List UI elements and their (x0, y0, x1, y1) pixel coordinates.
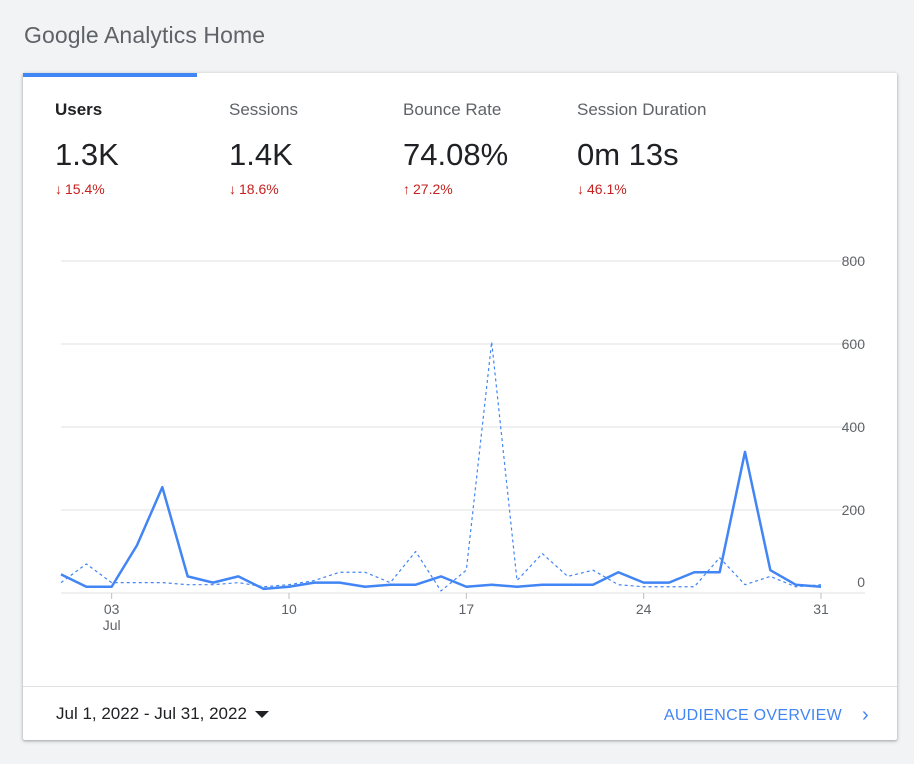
metric-session-duration-tab[interactable]: Session Duration 0m 13s ↓ 46.1% (545, 73, 765, 213)
metric-label: Bounce Rate (403, 100, 502, 119)
arrow-up-icon: ↑ (403, 181, 410, 197)
metric-change-value: 18.6% (239, 181, 279, 197)
y-tick-label: 200 (842, 502, 866, 518)
y-tick-label: 400 (842, 419, 866, 435)
x-tick-label: 24 (636, 601, 652, 617)
metric-change: ↓ 46.1% (577, 181, 627, 197)
date-range-dropdown[interactable]: Jul 1, 2022 - Jul 31, 2022 (56, 704, 269, 724)
metric-label: Session Duration (577, 100, 707, 119)
audience-overview-link[interactable]: AUDIENCE OVERVIEW › (664, 704, 869, 727)
y-tick-label: 800 (842, 253, 866, 269)
metric-users-tab[interactable]: Users 1.3K ↓ 15.4% (23, 73, 197, 213)
x-tick-sublabel: Jul (103, 617, 121, 633)
metric-label: Users (55, 100, 103, 119)
metric-change-value: 46.1% (587, 181, 627, 197)
page-title: Google Analytics Home (24, 22, 266, 48)
metric-value: 1.3K (55, 137, 119, 172)
metric-change-value: 27.2% (413, 181, 453, 197)
metric-change: ↓ 18.6% (229, 181, 279, 197)
analytics-card: Users 1.3K ↓ 15.4% Sessions 1.4K ↓ 18.6% B… (23, 73, 897, 740)
metric-sessions-tab[interactable]: Sessions 1.4K ↓ 18.6% (197, 73, 371, 213)
x-tick-label: 10 (281, 601, 297, 617)
card-footer: Jul 1, 2022 - Jul 31, 2022 AUDIENCE OVER… (23, 686, 897, 741)
active-tab-indicator (23, 73, 197, 77)
caret-down-icon (254, 711, 269, 719)
date-range-label: Jul 1, 2022 - Jul 31, 2022 (56, 704, 247, 723)
users-line-chart: 800 600 400 200 0 03 Jul 10 17 24 31 (23, 223, 897, 683)
arrow-down-icon: ↓ (55, 181, 62, 197)
y-tick-label: 0 (857, 574, 865, 590)
x-tick-label: 31 (813, 601, 829, 617)
metric-change-value: 15.4% (65, 181, 105, 197)
metric-value: 74.08% (403, 137, 509, 172)
metric-value: 1.4K (229, 137, 293, 172)
audience-overview-label: AUDIENCE OVERVIEW (663, 707, 843, 724)
previous-period-series-line (60, 341, 822, 592)
x-tick-label: 03 (104, 601, 120, 617)
arrow-down-icon: ↓ (229, 181, 236, 197)
metric-change: ↑ 27.2% (403, 181, 453, 197)
metric-bounce-rate-tab[interactable]: Bounce Rate 74.08% ↑ 27.2% (371, 73, 545, 213)
chevron-right-icon: › (862, 704, 869, 726)
current-period-series-line (60, 450, 822, 591)
metric-change: ↓ 15.4% (55, 181, 105, 197)
metric-value: 0m 13s (577, 137, 679, 172)
arrow-down-icon: ↓ (577, 181, 584, 197)
x-tick-label: 17 (459, 601, 475, 617)
metric-label: Sessions (229, 100, 298, 119)
y-tick-label: 600 (842, 336, 866, 352)
